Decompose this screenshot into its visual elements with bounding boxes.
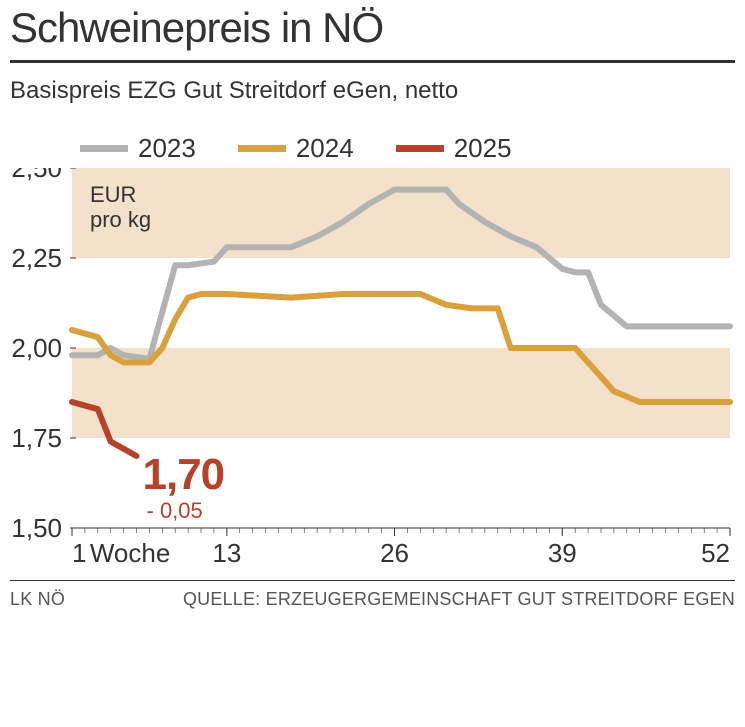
chart-footer: LK NÖ QUELLE: ERZEUGERGEMEINSCHAFT GUT S… bbox=[10, 580, 735, 610]
svg-text:1,75: 1,75 bbox=[11, 423, 62, 453]
svg-text:13: 13 bbox=[212, 538, 241, 568]
svg-text:1: 1 bbox=[72, 538, 86, 568]
legend-item: 2023 bbox=[80, 133, 196, 164]
svg-text:Woche: Woche bbox=[90, 538, 170, 568]
chart-title: Schweinepreis in NÖ bbox=[10, 0, 735, 63]
svg-text:26: 26 bbox=[380, 538, 409, 568]
svg-text:2,50: 2,50 bbox=[11, 168, 62, 183]
svg-text:2,00: 2,00 bbox=[11, 333, 62, 363]
legend-swatch-2023 bbox=[80, 145, 128, 152]
chart-area: 1,50 1,75 2,00 2,25 2,50 1 13 26 39 52 Woche EURpr… bbox=[10, 168, 735, 568]
legend-label: 2024 bbox=[296, 133, 354, 164]
footer-left: LK NÖ bbox=[10, 589, 65, 610]
svg-text:52: 52 bbox=[701, 538, 730, 568]
legend-item: 2025 bbox=[396, 133, 512, 164]
callout-value: 1,70 bbox=[143, 450, 225, 500]
legend: 2023 2024 2025 bbox=[10, 133, 735, 164]
svg-text:2,25: 2,25 bbox=[11, 243, 62, 273]
legend-item: 2024 bbox=[238, 133, 354, 164]
legend-label: 2025 bbox=[454, 133, 512, 164]
svg-text:1,50: 1,50 bbox=[11, 513, 62, 543]
legend-label: 2023 bbox=[138, 133, 196, 164]
footer-right: QUELLE: ERZEUGERGEMEINSCHAFT GUT STREITD… bbox=[183, 589, 735, 610]
legend-swatch-2024 bbox=[238, 145, 286, 152]
chart-subtitle: Basispreis EZG Gut Streitdorf eGen, nett… bbox=[10, 77, 735, 105]
unit-label: EURpro kg bbox=[90, 182, 151, 233]
svg-text:39: 39 bbox=[548, 538, 577, 568]
legend-swatch-2025 bbox=[396, 145, 444, 152]
callout-delta: - 0,05 bbox=[147, 498, 203, 524]
